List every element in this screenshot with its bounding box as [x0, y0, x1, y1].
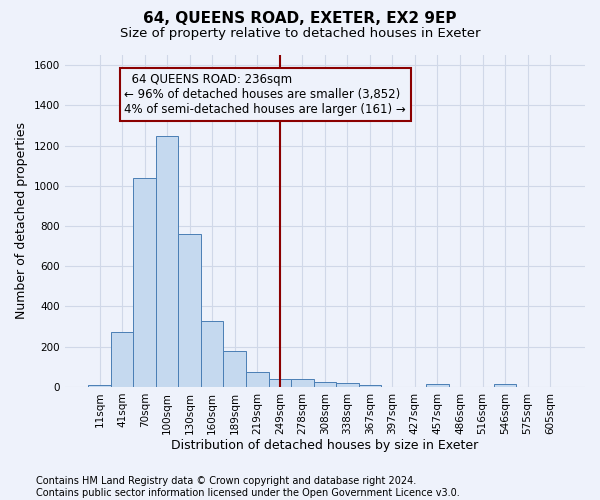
Bar: [223, 350, 246, 387]
X-axis label: Distribution of detached houses by size in Exeter: Distribution of detached houses by size …: [171, 440, 478, 452]
Y-axis label: Number of detached properties: Number of detached properties: [15, 122, 28, 320]
Bar: [246, 372, 269, 387]
Bar: [336, 383, 359, 387]
Bar: [359, 386, 381, 387]
Bar: [494, 384, 516, 387]
Bar: [426, 384, 449, 387]
Bar: [111, 332, 133, 387]
Bar: [88, 385, 111, 387]
Text: Size of property relative to detached houses in Exeter: Size of property relative to detached ho…: [120, 28, 480, 40]
Text: Contains HM Land Registry data © Crown copyright and database right 2024.
Contai: Contains HM Land Registry data © Crown c…: [36, 476, 460, 498]
Text: 64, QUEENS ROAD, EXETER, EX2 9EP: 64, QUEENS ROAD, EXETER, EX2 9EP: [143, 11, 457, 26]
Bar: [269, 378, 291, 387]
Bar: [156, 136, 178, 387]
Bar: [314, 382, 336, 387]
Bar: [133, 178, 156, 387]
Text: 64 QUEENS ROAD: 236sqm
← 96% of detached houses are smaller (3,852)
4% of semi-d: 64 QUEENS ROAD: 236sqm ← 96% of detached…: [124, 73, 406, 116]
Bar: [201, 320, 223, 387]
Bar: [178, 234, 201, 387]
Bar: [291, 380, 314, 387]
